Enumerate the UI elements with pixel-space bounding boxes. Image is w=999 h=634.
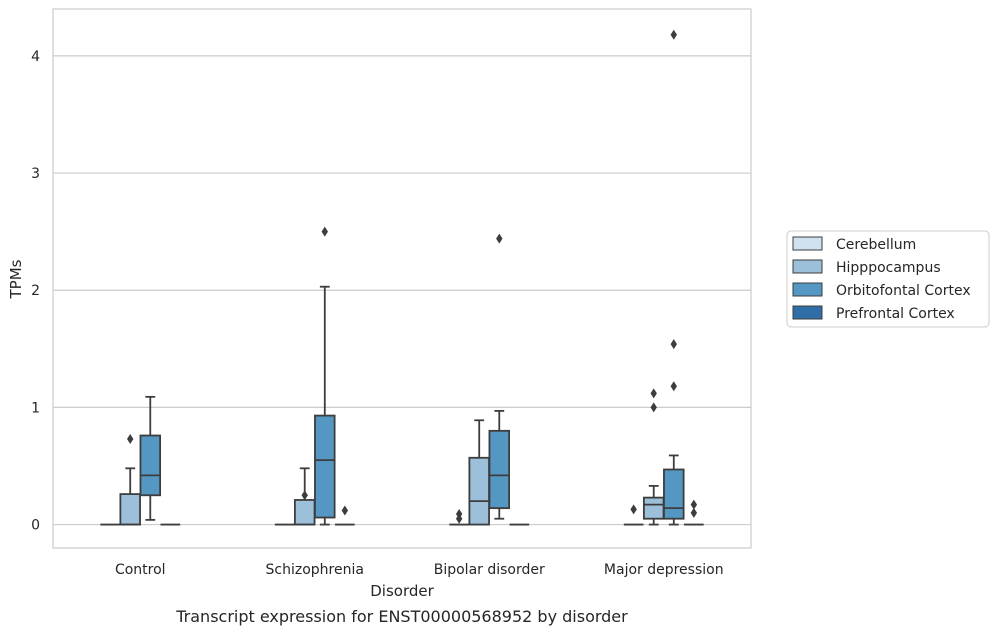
y-axis-title: TPMs [7,259,25,299]
box-cerebellum [449,509,469,526]
box-body [663,468,685,520]
box-body [642,496,665,520]
legend-label: Hipppocampus [836,260,941,276]
y-tick-label: 4 [31,49,40,65]
box-hipppocampus [468,419,490,526]
legend-label: Prefrontal Cortex [836,306,955,322]
legend-frame [786,230,990,328]
outlier-point [127,434,134,445]
y-tick-label: 3 [31,166,40,182]
plot-area [52,8,752,549]
box-cerebellum [623,504,644,526]
outlier-point [301,490,308,501]
outlier-point [670,381,677,392]
y-axis: 0 1 2 3 4 [31,49,40,534]
outlier-point [455,509,463,520]
box-orbitofontal-cortex [663,29,685,526]
x-axis: Control Schizophrenia Bipolar disorder Majo… [115,562,724,578]
outlier-point [690,507,698,518]
outlier-point [630,504,637,515]
box-body [139,434,162,497]
box-orbitofontal-cortex [488,233,511,520]
x-axis-title: Disorder [370,582,434,600]
outlier-point [690,499,698,510]
outlier-point [650,402,657,413]
box-body [488,429,511,510]
box-marks [100,29,704,526]
outlier-point [496,233,503,244]
legend-label: Orbitofontal Cortex [836,283,971,299]
chart-caption: Transcript expression for ENST0000056895… [175,607,628,626]
y-tick-label: 0 [31,518,40,534]
box-hipppocampus [642,388,665,526]
legend-swatch [792,305,823,320]
outlier-point [670,29,677,40]
x-tick-label: Bipolar disorder [434,562,545,578]
box-hipppocampus [119,434,141,526]
outlier-point [321,226,328,237]
box-body [119,493,141,526]
box-prefrontal-cortex [684,499,704,526]
box-body [293,499,316,526]
legend: Cerebellum Hipppocampus Orbitofontal Corte… [786,230,990,328]
outlier-point [650,388,657,399]
box-hipppocampus [293,467,316,526]
x-tick-label: Major depression [604,562,724,578]
box-orbitofontal-cortex [139,395,162,521]
legend-swatch [792,282,823,297]
box-body [468,456,490,526]
y-tick-label: 1 [31,400,40,416]
y-tick-label: 2 [31,283,40,299]
box-body [314,414,336,519]
x-tick-label: Control [115,562,166,578]
x-tick-label: Schizophrenia [266,562,364,578]
outlier-point [341,505,349,516]
box-prefrontal-cortex [335,505,355,526]
legend-label: Cerebellum [836,237,916,253]
legend-swatch [792,236,823,251]
box-orbitofontal-cortex [314,226,336,526]
legend-swatch [792,259,823,274]
outlier-point [670,339,677,350]
